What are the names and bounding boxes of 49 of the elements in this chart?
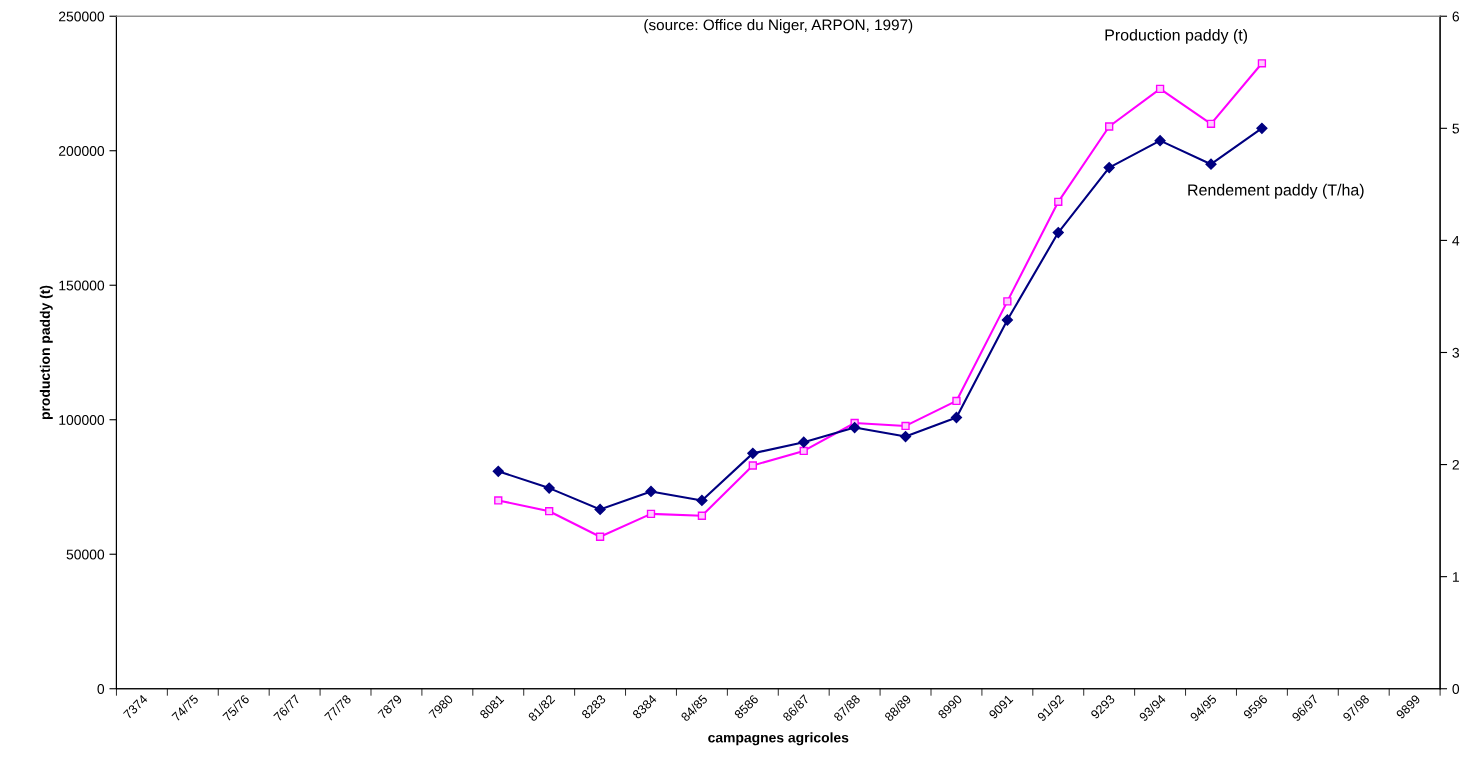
point bbox=[899, 430, 912, 443]
point bbox=[1257, 59, 1267, 68]
y-tick-label: 50000 bbox=[66, 549, 105, 560]
point bbox=[798, 436, 810, 448]
point bbox=[952, 396, 961, 406]
y-tick-label: 250000 bbox=[59, 11, 105, 22]
y2-tick-label: 3 bbox=[1452, 347, 1460, 358]
point bbox=[950, 411, 963, 424]
chart-title: (source: Office du Niger, ARPON, 1997) bbox=[644, 19, 913, 34]
point bbox=[901, 421, 910, 431]
point bbox=[1256, 122, 1268, 134]
point bbox=[1054, 197, 1063, 207]
point bbox=[543, 482, 555, 494]
point bbox=[1001, 314, 1013, 326]
point bbox=[747, 447, 759, 459]
point bbox=[1105, 122, 1114, 131]
point bbox=[1003, 297, 1012, 306]
y2-tick-label: 6 bbox=[1452, 11, 1460, 22]
y2-tick-label: 2 bbox=[1452, 459, 1459, 470]
y2-tick-label: 1 bbox=[1452, 572, 1459, 582]
point bbox=[748, 461, 757, 470]
point bbox=[849, 421, 861, 434]
point bbox=[1103, 161, 1115, 174]
y-axis-title: production paddy (t) bbox=[39, 285, 53, 420]
y2-tick-label: 5 bbox=[1452, 123, 1460, 134]
point bbox=[1205, 158, 1217, 170]
point bbox=[545, 507, 554, 516]
point bbox=[1052, 226, 1064, 239]
y-tick-label: 150000 bbox=[59, 280, 105, 291]
point bbox=[494, 496, 503, 505]
series-label: Rendement paddy (T/ha) bbox=[1188, 183, 1364, 199]
point bbox=[492, 465, 504, 477]
point bbox=[595, 532, 605, 541]
point bbox=[697, 511, 707, 520]
y2-tick-label: 0 bbox=[1452, 684, 1460, 694]
point bbox=[646, 509, 656, 519]
point bbox=[696, 494, 708, 507]
point bbox=[799, 446, 808, 456]
point bbox=[594, 503, 606, 516]
y2-tick-label: 4 bbox=[1452, 235, 1460, 246]
y-tick-label: 0 bbox=[97, 684, 105, 694]
x-axis-title: campagnes agricoles bbox=[708, 732, 849, 746]
point bbox=[1154, 135, 1166, 147]
point bbox=[645, 485, 657, 498]
series-label: Production paddy (t) bbox=[1105, 28, 1248, 44]
point bbox=[1155, 84, 1165, 94]
point bbox=[1206, 119, 1216, 129]
y-tick-label: 200000 bbox=[59, 146, 105, 156]
y-tick-label: 100000 bbox=[59, 415, 105, 425]
